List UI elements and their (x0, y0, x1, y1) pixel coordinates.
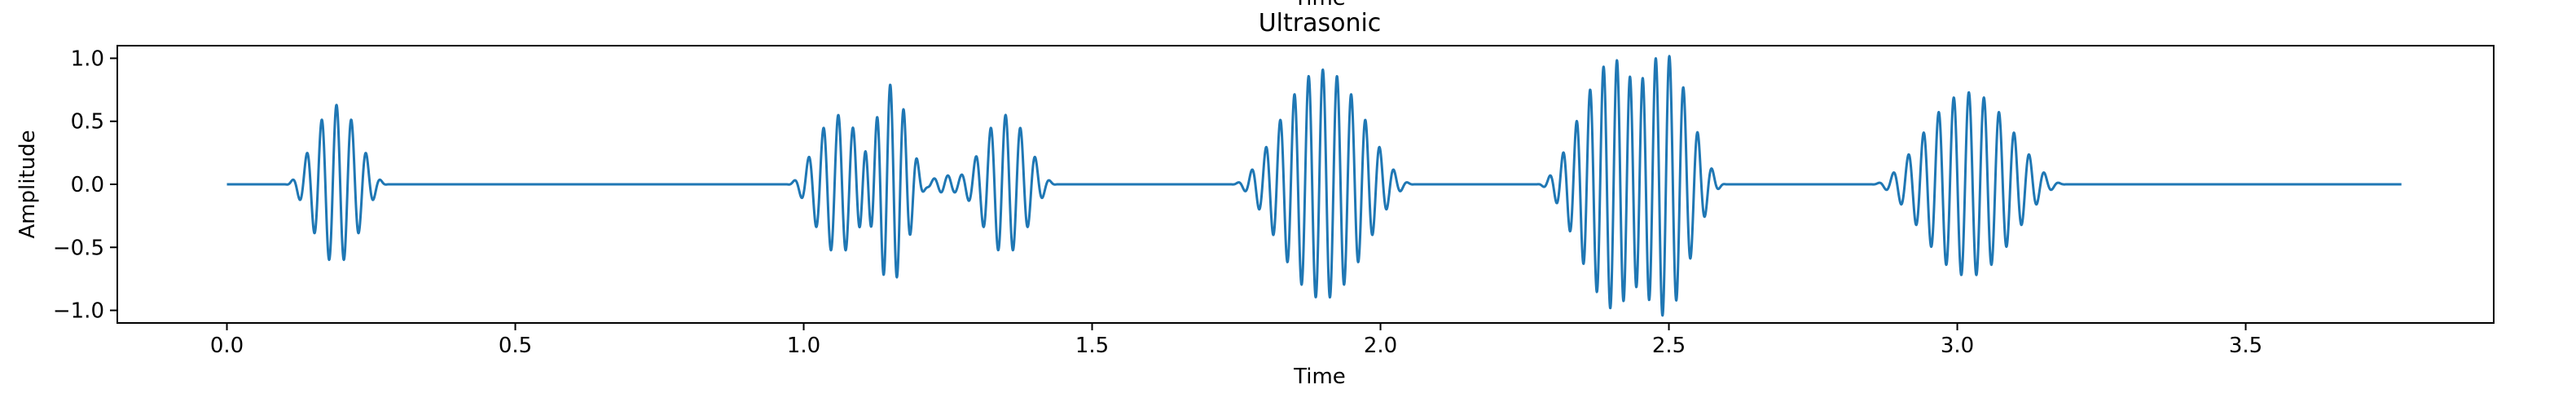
x-tick-label: 2.0 (1364, 334, 1397, 358)
y-tick-label: 0.0 (71, 173, 104, 197)
y-tick-label: −1.0 (53, 299, 104, 324)
y-axis-ticks: 1.0 0.5 0.0 −0.5 −1.0 (53, 46, 117, 324)
x-tick-label: 3.0 (1941, 334, 1974, 358)
x-tick-label: 1.5 (1075, 334, 1109, 358)
y-tick-label: 0.5 (71, 110, 104, 135)
cropped-heading: Time (1293, 0, 1346, 11)
y-tick-label: 1.0 (71, 46, 104, 71)
chart-title: Ultrasonic (1259, 9, 1382, 38)
y-axis-label: Amplitude (15, 130, 40, 238)
x-axis-label: Time (1293, 365, 1346, 389)
waveform-line (226, 55, 2402, 317)
x-tick-label: 1.0 (787, 334, 820, 358)
x-axis-ticks: 0.0 0.5 1.0 1.5 2.0 2.5 3.0 3.5 (210, 323, 2262, 358)
plot-area (116, 45, 2495, 324)
x-tick-label: 3.5 (2229, 334, 2262, 358)
y-tick-label: −0.5 (53, 236, 104, 260)
x-tick-label: 0.0 (210, 334, 244, 358)
x-tick-label: 2.5 (1652, 334, 1686, 358)
x-tick-label: 0.5 (499, 334, 532, 358)
